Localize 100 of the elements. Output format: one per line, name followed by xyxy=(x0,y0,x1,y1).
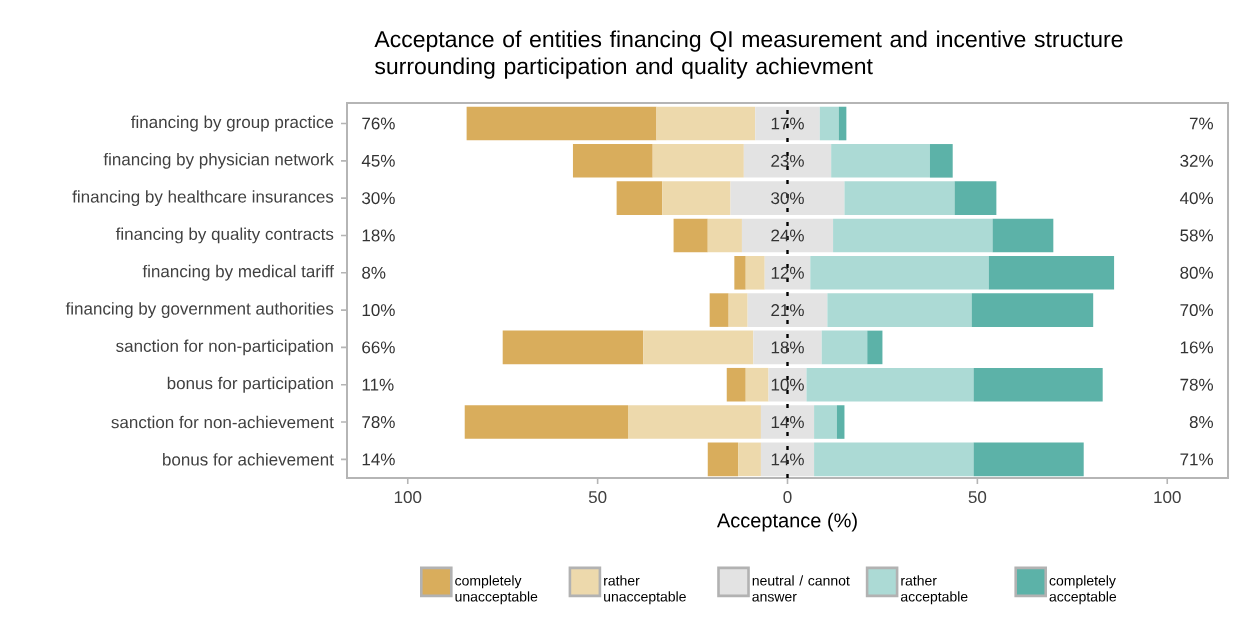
bar xyxy=(806,367,974,402)
data-label: 24% xyxy=(771,229,804,242)
legend-label: neutral / cannot answer xyxy=(752,575,850,602)
bar xyxy=(572,144,653,178)
bar xyxy=(709,293,729,327)
y-tick-label: sanction for non-participation xyxy=(116,339,333,356)
data-label: 21% xyxy=(771,304,804,317)
annotation: 78% xyxy=(1180,378,1214,391)
annotation: 14% xyxy=(362,453,395,466)
bar xyxy=(971,293,1094,327)
bar xyxy=(973,442,1084,477)
bar xyxy=(734,255,746,290)
bar xyxy=(707,442,739,477)
bar xyxy=(760,442,815,477)
bar xyxy=(760,405,815,439)
bar xyxy=(656,106,756,141)
legend-label: completely acceptable xyxy=(1049,575,1117,605)
y-tick-label: financing by group practice xyxy=(131,115,334,132)
bar xyxy=(838,106,847,141)
annotation: 11% xyxy=(362,378,394,391)
legend-label: completely unacceptable xyxy=(455,575,538,605)
x-axis-title: Acceptance (%) xyxy=(716,512,857,532)
bar xyxy=(827,293,972,327)
bar xyxy=(628,405,761,439)
x-tick-label: 50 xyxy=(588,491,607,504)
annotation: 58% xyxy=(1180,229,1214,242)
annotation: 76% xyxy=(362,117,395,130)
chart-title: Acceptance of entities financing QI measurement and incentive structure surrounding participation and quality achievment xyxy=(374,30,1123,79)
bar xyxy=(810,255,989,290)
bar xyxy=(745,255,765,290)
bar xyxy=(764,255,811,290)
bar xyxy=(844,181,955,215)
y-tick-label: financing by quality contracts xyxy=(115,227,334,244)
bar xyxy=(741,218,834,253)
annotation: 70% xyxy=(1180,304,1214,317)
data-label: 18% xyxy=(771,341,804,354)
data-label: 23% xyxy=(771,154,804,167)
annotation: 8% xyxy=(362,266,386,279)
annotation: 45% xyxy=(361,154,395,167)
bar xyxy=(728,293,748,327)
annotation: 10% xyxy=(362,304,395,317)
bar xyxy=(753,330,822,365)
bar xyxy=(821,330,868,365)
bar xyxy=(973,367,1103,402)
data-label: 17% xyxy=(771,117,804,130)
bar xyxy=(867,330,883,365)
y-tick-label: financing by healthcare insurances xyxy=(72,190,334,207)
data-label: 10% xyxy=(771,378,804,391)
bar xyxy=(707,218,742,253)
data-label: 14% xyxy=(771,416,804,428)
y-tick-label: bonus for achievement xyxy=(163,453,334,466)
bar xyxy=(814,442,974,477)
bar xyxy=(836,405,845,439)
bar xyxy=(662,181,731,215)
legend-label: rather acceptable xyxy=(901,575,968,605)
annotation: 80% xyxy=(1180,266,1214,279)
data-label: 30% xyxy=(771,192,804,205)
bar xyxy=(992,218,1054,253)
bar xyxy=(652,144,744,178)
annotation: 32% xyxy=(1180,154,1214,167)
bar xyxy=(616,181,663,215)
annotation: 78% xyxy=(362,416,395,429)
bar xyxy=(831,144,930,178)
bar xyxy=(819,106,839,141)
bar xyxy=(464,405,629,439)
x-tick-label: 100 xyxy=(394,491,422,504)
annotation: 40% xyxy=(1179,192,1214,205)
bar xyxy=(814,405,837,439)
bar xyxy=(726,367,746,402)
bar xyxy=(673,218,708,253)
x-tick-label: 0 xyxy=(783,491,792,504)
bar xyxy=(988,255,1115,290)
bar xyxy=(755,106,820,141)
annotation: 8% xyxy=(1189,416,1214,429)
bar xyxy=(466,106,657,141)
bar xyxy=(954,181,997,215)
data-label: 12% xyxy=(771,266,804,279)
y-tick-label: bonus for participation xyxy=(167,376,333,393)
legend-label: rather unacceptable xyxy=(604,575,686,605)
annotation: 7% xyxy=(1189,117,1214,130)
annotation: 16% xyxy=(1180,341,1214,354)
x-tick-label: 100 xyxy=(1154,491,1181,504)
bar xyxy=(738,442,761,477)
bar xyxy=(745,367,769,402)
annotation: 66% xyxy=(362,341,395,354)
y-tick-label: sanction for non-achievement xyxy=(111,415,334,429)
y-tick-label: financing by medical tariff xyxy=(142,264,334,281)
data-label: 14% xyxy=(771,453,804,466)
bar xyxy=(747,293,828,327)
y-tick-label: financing by government authorities xyxy=(65,302,334,318)
x-tick-label: 50 xyxy=(968,491,987,504)
bar xyxy=(929,144,953,178)
bar xyxy=(730,181,845,215)
bar xyxy=(502,330,644,365)
y-tick-label: financing by physician network xyxy=(103,152,334,169)
bar xyxy=(643,330,754,365)
annotation: 30% xyxy=(362,192,395,205)
bar xyxy=(743,144,832,178)
annotation: 18% xyxy=(362,229,395,242)
bar xyxy=(833,218,993,253)
